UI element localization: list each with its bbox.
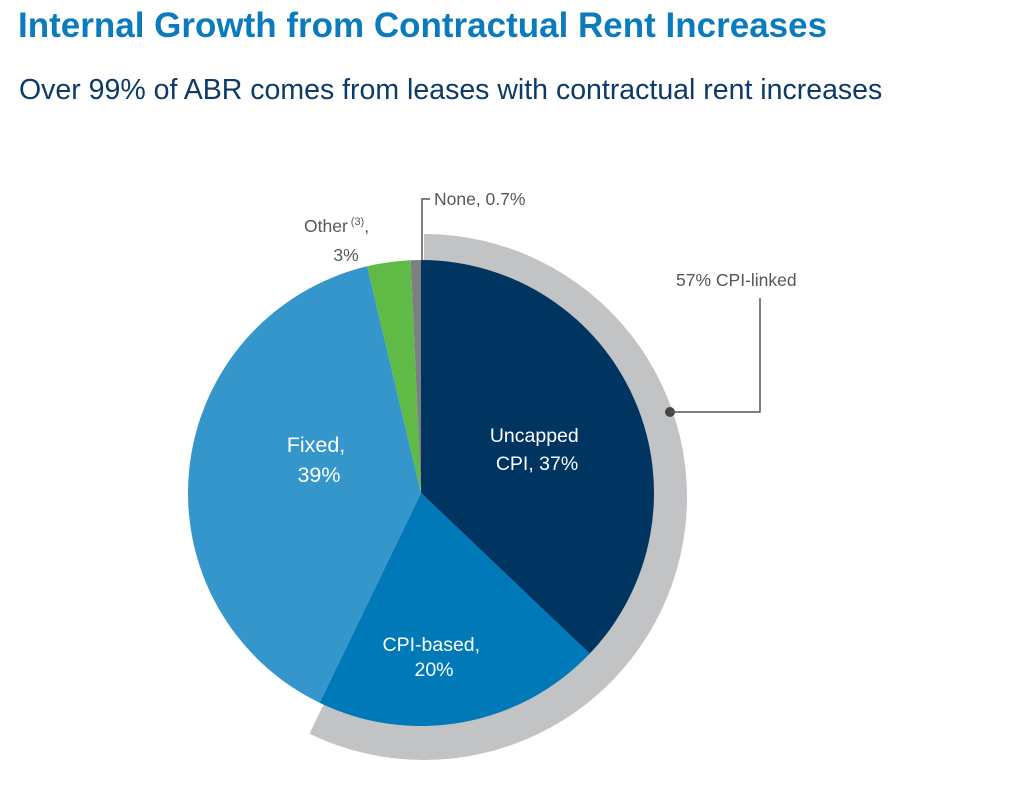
slice-label-none: None, 0.7% [434,189,525,209]
slice-label-uncapped-cpi: Uncapped CPI, 37% [490,425,584,475]
pie-slice-none [410,260,421,493]
page-title: Internal Growth from Contractual Rent In… [18,6,828,45]
pie-slice-other [367,260,421,493]
none-slice-leader-line [421,198,430,260]
slices-layer [188,260,655,726]
slice-label-other: Other (3), [304,216,369,236]
slice-label-cpi-based: CPI-based, 20% [383,634,486,681]
leaders-layer [421,198,761,417]
highlight-arc-label: 57% CPI-linked [676,270,797,290]
pie-slice-fixed [188,266,421,703]
slice-label-fixed: Fixed, 39% [287,433,352,487]
pie-slice-cpi-based [319,493,590,726]
page-subtitle: Over 99% of ABR comes from leases with c… [19,74,883,106]
cpi-linked-leader-line [670,298,761,413]
pie-slice-uncapped-cpi [421,260,655,654]
slice-label-other-value: 3% [333,245,358,265]
